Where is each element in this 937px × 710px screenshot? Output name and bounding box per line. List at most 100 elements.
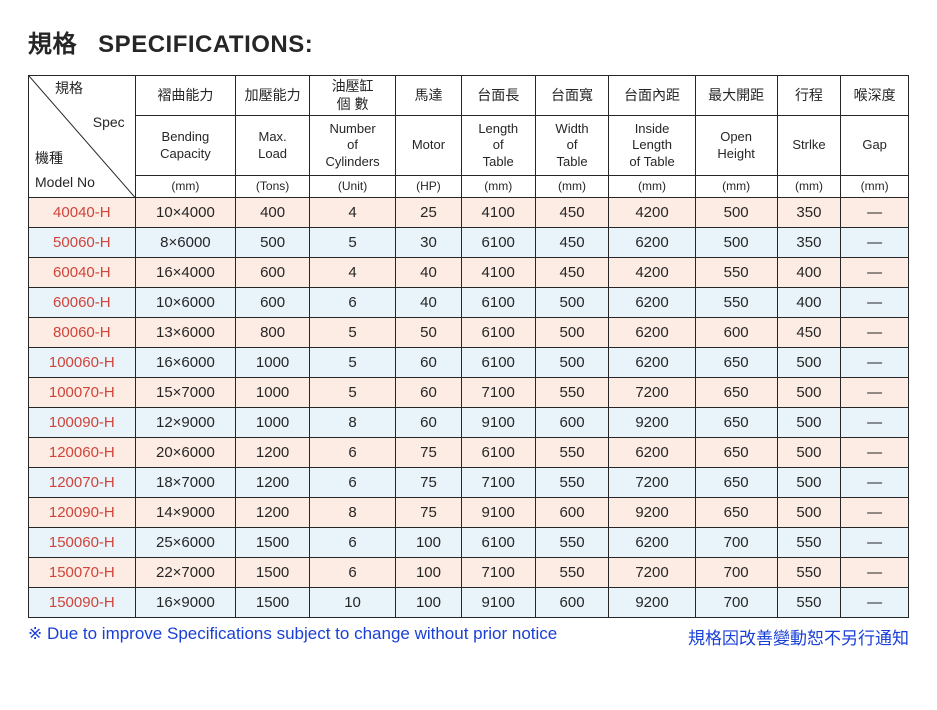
data-cell: 1500 (236, 528, 310, 558)
data-cell: 550 (695, 288, 777, 318)
model-cell: 100060-H (29, 348, 136, 378)
model-cell: 120060-H (29, 438, 136, 468)
col-header-cjk: 最大開距 (695, 76, 777, 116)
data-cell: 7200 (609, 558, 695, 588)
data-cell: — (841, 438, 909, 468)
data-cell: 550 (777, 588, 841, 618)
col-header-cjk: 行程 (777, 76, 841, 116)
data-cell: 20×6000 (135, 438, 236, 468)
col-header-cjk: 台面內距 (609, 76, 695, 116)
data-cell: 10×6000 (135, 288, 236, 318)
corner-model-cjk: 機種 (35, 150, 63, 168)
col-header-unit: (mm) (609, 176, 695, 198)
data-cell: 550 (535, 438, 609, 468)
data-cell: — (841, 258, 909, 288)
data-cell: 7100 (461, 468, 535, 498)
table-row: 60040-H16×400060044041004504200550400— (29, 258, 909, 288)
model-cell: 60060-H (29, 288, 136, 318)
data-cell: 7200 (609, 378, 695, 408)
data-cell: 1000 (236, 378, 310, 408)
data-cell: 6100 (461, 228, 535, 258)
col-header-unit: (mm) (535, 176, 609, 198)
data-cell: 1500 (236, 588, 310, 618)
col-header-unit: (HP) (396, 176, 462, 198)
data-cell: 7100 (461, 558, 535, 588)
data-cell: 400 (777, 258, 841, 288)
data-cell: 9100 (461, 498, 535, 528)
data-cell: 15×7000 (135, 378, 236, 408)
col-header-unit: (mm) (135, 176, 236, 198)
col-header-en: LengthofTable (461, 116, 535, 176)
data-cell: 1200 (236, 438, 310, 468)
data-cell: 8 (310, 498, 396, 528)
data-cell: — (841, 198, 909, 228)
data-cell: 350 (777, 198, 841, 228)
data-cell: 60 (396, 408, 462, 438)
model-cell: 40040-H (29, 198, 136, 228)
data-cell: 13×6000 (135, 318, 236, 348)
footnote: ※ Due to improve Specifications subject … (28, 624, 909, 644)
data-cell: 25×6000 (135, 528, 236, 558)
data-cell: 600 (535, 498, 609, 528)
data-cell: 8 (310, 408, 396, 438)
data-cell: 1000 (236, 408, 310, 438)
data-cell: 400 (777, 288, 841, 318)
model-cell: 150070-H (29, 558, 136, 588)
data-cell: 700 (695, 588, 777, 618)
data-cell: 60 (396, 378, 462, 408)
data-cell: — (841, 288, 909, 318)
data-cell: 50 (396, 318, 462, 348)
data-cell: 500 (535, 288, 609, 318)
table-row: 120060-H20×6000120067561005506200650500— (29, 438, 909, 468)
col-header-unit: (mm) (841, 176, 909, 198)
data-cell: 600 (535, 408, 609, 438)
col-header-en: WidthofTable (535, 116, 609, 176)
data-cell: 16×4000 (135, 258, 236, 288)
data-cell: 9200 (609, 498, 695, 528)
model-cell: 50060-H (29, 228, 136, 258)
model-cell: 60040-H (29, 258, 136, 288)
data-cell: 500 (695, 228, 777, 258)
col-header-en: OpenHeight (695, 116, 777, 176)
data-cell: 650 (695, 408, 777, 438)
data-cell: — (841, 348, 909, 378)
data-cell: 500 (695, 198, 777, 228)
data-cell: 6200 (609, 228, 695, 258)
footnote-symbol: ※ (28, 624, 42, 643)
data-cell: 550 (535, 378, 609, 408)
table-row: 100070-H15×7000100056071005507200650500— (29, 378, 909, 408)
corner-header: 規格Spec機種Model No (29, 76, 136, 198)
data-cell: 600 (695, 318, 777, 348)
table-row: 80060-H13×600080055061005006200600450— (29, 318, 909, 348)
col-header-cjk: 喉深度 (841, 76, 909, 116)
col-header-unit: (mm) (695, 176, 777, 198)
data-cell: 4200 (609, 198, 695, 228)
data-cell: 6 (310, 558, 396, 588)
title-en: SPECIFICATIONS: (98, 31, 313, 58)
footnote-en: Due to improve Specifications subject to… (47, 624, 557, 643)
data-cell: 550 (777, 528, 841, 558)
col-header-en: Motor (396, 116, 462, 176)
table-row: 150070-H22×70001500610071005507200700550… (29, 558, 909, 588)
data-cell: 4 (310, 198, 396, 228)
data-cell: 500 (236, 228, 310, 258)
model-cell: 150060-H (29, 528, 136, 558)
data-cell: 40 (396, 258, 462, 288)
data-cell: 75 (396, 468, 462, 498)
table-row: 50060-H8×600050053061004506200500350— (29, 228, 909, 258)
data-cell: 500 (535, 318, 609, 348)
data-cell: 6200 (609, 528, 695, 558)
data-cell: 4100 (461, 198, 535, 228)
col-header-unit: (Tons) (236, 176, 310, 198)
data-cell: 550 (535, 528, 609, 558)
data-cell: 6200 (609, 318, 695, 348)
model-cell: 120070-H (29, 468, 136, 498)
data-cell: 9200 (609, 408, 695, 438)
data-cell: 6100 (461, 348, 535, 378)
data-cell: 40 (396, 288, 462, 318)
data-cell: — (841, 528, 909, 558)
table-row: 100090-H12×9000100086091006009200650500— (29, 408, 909, 438)
data-cell: 6100 (461, 288, 535, 318)
data-cell: 5 (310, 318, 396, 348)
model-cell: 120090-H (29, 498, 136, 528)
